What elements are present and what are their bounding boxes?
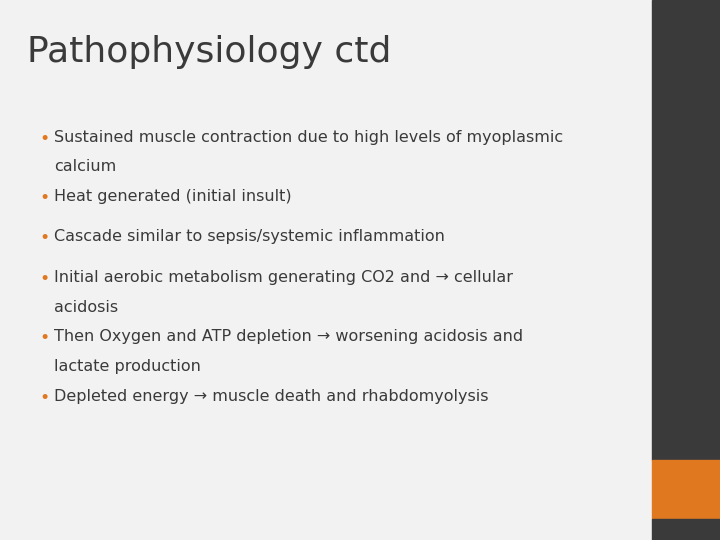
Bar	[652, 460, 720, 519]
Text: Initial aerobic metabolism generating CO2 and → cellular: Initial aerobic metabolism generating CO…	[54, 270, 513, 285]
Bar	[652, 519, 720, 540]
Text: •: •	[40, 270, 50, 288]
Text: Pathophysiology ctd: Pathophysiology ctd	[27, 35, 392, 69]
Text: •: •	[40, 329, 50, 347]
Text: acidosis: acidosis	[54, 300, 118, 315]
Text: •: •	[40, 389, 50, 407]
Text: Depleted energy → muscle death and rhabdomyolysis: Depleted energy → muscle death and rhabd…	[54, 389, 488, 404]
Text: Heat generated (initial insult): Heat generated (initial insult)	[54, 189, 292, 204]
Text: lactate production: lactate production	[54, 359, 201, 374]
Text: •: •	[40, 230, 50, 247]
Text: Sustained muscle contraction due to high levels of myoplasmic: Sustained muscle contraction due to high…	[54, 130, 563, 145]
Text: •: •	[40, 130, 50, 147]
Text: •: •	[40, 189, 50, 207]
Text: calcium: calcium	[54, 159, 116, 174]
Text: Then Oxygen and ATP depletion → worsening acidosis and: Then Oxygen and ATP depletion → worsenin…	[54, 329, 523, 345]
Bar	[652, 0, 720, 460]
Text: Cascade similar to sepsis/systemic inflammation: Cascade similar to sepsis/systemic infla…	[54, 230, 445, 245]
